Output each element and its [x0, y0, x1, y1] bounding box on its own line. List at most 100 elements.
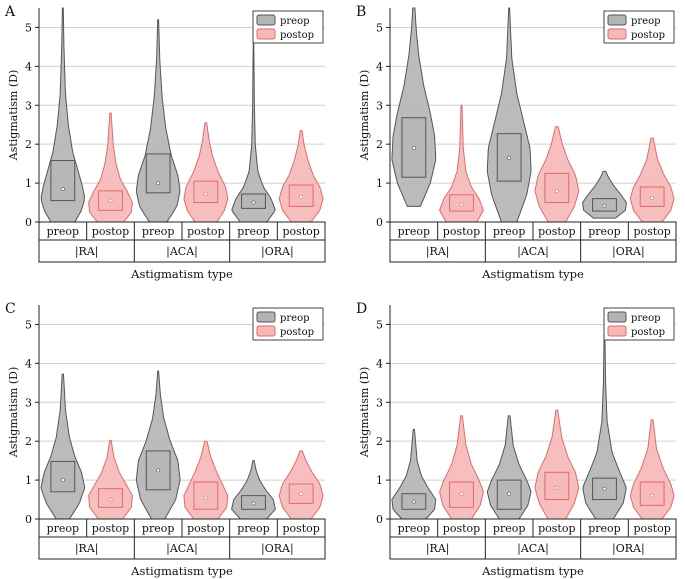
x-axis-label: Astigmatism type — [130, 267, 233, 281]
category-label-postop: postop — [92, 522, 129, 535]
panel-D: D 0 1 2 3 4 5 Astigmatism (D) preop postop |RA| pre… — [356, 301, 677, 578]
category-label-preop: preop — [398, 225, 430, 238]
category-label-postop: postop — [538, 522, 575, 535]
x-axis-label: Astigmatism type — [481, 267, 584, 281]
legend-swatch-postop — [607, 28, 627, 40]
y-tick-label: 5 — [25, 318, 32, 331]
group-label: |ORA| — [612, 542, 645, 556]
y-tick-label: 3 — [376, 99, 383, 112]
x-axis-label: Astigmatism type — [130, 564, 233, 578]
y-axis-label: Astigmatism (D) — [358, 367, 371, 458]
median-marker — [156, 181, 161, 185]
category-label-postop: postop — [633, 225, 670, 238]
y-tick-label: 0 — [376, 216, 383, 229]
category-label-postop: postop — [443, 522, 480, 535]
panel-B: B 0 1 2 3 4 5 Astigmatism (D) preop postop |RA| pre… — [356, 4, 677, 281]
y-tick-label: 1 — [376, 177, 383, 190]
median-marker — [60, 187, 65, 191]
category-label-preop: preop — [588, 522, 620, 535]
legend-swatch-preop — [607, 311, 627, 323]
box-postop — [193, 180, 219, 204]
category-label-preop: preop — [47, 522, 79, 535]
y-tick-label: 4 — [376, 60, 383, 73]
median-marker — [156, 468, 161, 473]
y-tick-label: 5 — [376, 21, 383, 34]
legend-label-postop: postop — [280, 327, 314, 338]
category-label-postop: postop — [92, 225, 129, 238]
violin-ra-postop — [439, 104, 484, 223]
legend-label-preop: preop — [631, 16, 661, 27]
violin-ora-preop — [231, 460, 276, 520]
group-label: |RA| — [75, 542, 99, 556]
group-label: |RA| — [75, 245, 99, 259]
y-tick-label: 2 — [376, 138, 383, 151]
y-tick-label: 5 — [25, 21, 32, 34]
box-postop — [193, 481, 219, 510]
legend-swatch-preop — [607, 14, 627, 26]
median-marker — [602, 486, 607, 491]
legend-swatch-postop — [256, 325, 276, 337]
violin-ora-postop — [629, 137, 675, 223]
legend-label-preop: preop — [280, 313, 310, 324]
category-label-preop: preop — [493, 225, 525, 238]
median-marker — [108, 198, 113, 203]
category-label-postop: postop — [187, 522, 224, 535]
y-tick-label: 1 — [25, 177, 32, 190]
legend-swatch-preop — [256, 14, 276, 26]
category-label-postop: postop — [282, 522, 319, 535]
box-preop — [145, 153, 171, 194]
panel-letter: A — [4, 4, 16, 20]
panel-C: C 0 1 2 3 4 5 Astigmatism (D) preop postop |RA| pre… — [5, 301, 326, 578]
group-label: |ORA| — [261, 542, 294, 556]
group-label: |ACA| — [166, 245, 198, 259]
median-marker — [602, 203, 607, 208]
y-tick-label: 1 — [25, 474, 32, 487]
median-marker — [203, 192, 208, 196]
median-marker — [554, 485, 559, 490]
category-label-preop: preop — [142, 522, 174, 535]
violin-aca-preop — [486, 7, 532, 223]
violin-aca-postop — [534, 409, 580, 520]
y-tick-label: 2 — [25, 138, 32, 151]
legend-swatch-postop — [607, 325, 627, 337]
violin-aca-preop — [135, 370, 181, 520]
panel-A: A 0 1 2 3 4 5 Astigmatism (D) preop postop |RA| pre… — [4, 4, 326, 281]
legend-label-postop: postop — [631, 30, 665, 41]
legend-swatch-postop — [256, 28, 276, 40]
median-marker — [299, 491, 304, 496]
group-label: |ORA| — [612, 245, 645, 259]
panel-letter: D — [356, 301, 367, 317]
category-label-postop: postop — [187, 225, 224, 238]
category-label-preop: preop — [398, 522, 430, 535]
category-label-postop: postop — [538, 225, 575, 238]
y-tick-label: 5 — [376, 318, 383, 331]
y-tick-label: 1 — [376, 474, 383, 487]
group-label: |ACA| — [166, 542, 198, 556]
y-tick-label: 3 — [25, 396, 32, 409]
y-tick-label: 0 — [25, 216, 32, 229]
category-label-preop: preop — [47, 225, 79, 238]
category-label-preop: preop — [493, 522, 525, 535]
y-axis-label: Astigmatism (D) — [358, 70, 371, 161]
group-label: |RA| — [426, 542, 450, 556]
violin-aca-postop — [183, 122, 229, 223]
category-label-preop: preop — [237, 225, 269, 238]
median-marker — [251, 501, 256, 506]
category-label-preop: preop — [588, 225, 620, 238]
median-marker — [554, 188, 559, 193]
y-tick-label: 4 — [376, 357, 383, 370]
category-label-postop: postop — [443, 225, 480, 238]
median-marker — [411, 146, 416, 150]
y-tick-label: 3 — [376, 396, 383, 409]
y-tick-label: 3 — [25, 99, 32, 112]
median-marker — [60, 478, 65, 482]
median-marker — [459, 202, 464, 207]
violin-ra-preop — [40, 373, 86, 520]
box-preop — [50, 160, 76, 202]
box-postop — [544, 471, 570, 501]
median-marker — [650, 195, 655, 200]
category-label-postop: postop — [282, 225, 319, 238]
y-tick-label: 2 — [25, 435, 32, 448]
x-axis-label: Astigmatism type — [481, 564, 584, 578]
